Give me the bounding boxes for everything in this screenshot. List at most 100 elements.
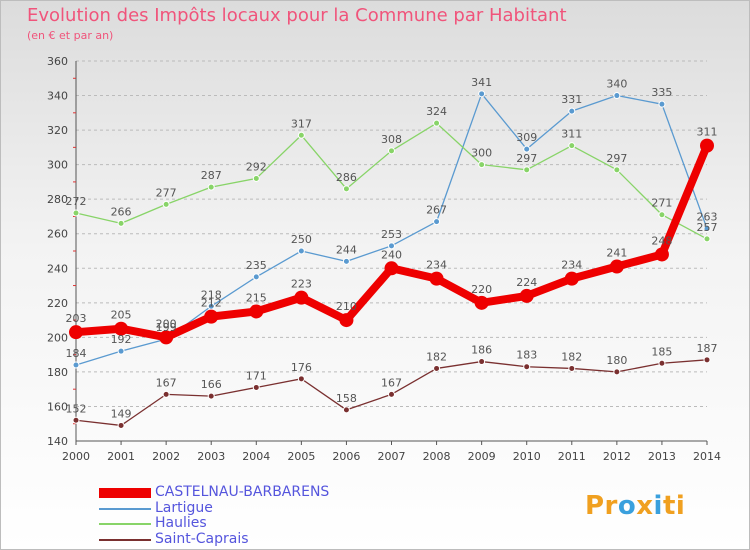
point-haulies-2003: [207, 183, 215, 191]
point-saint-caprais-2000: [72, 416, 80, 424]
data-label-saint-caprais-2013: 185: [651, 345, 672, 358]
x-tick-label-2008: 2008: [423, 450, 451, 463]
point-haulies-2011: [568, 142, 576, 150]
point-castelnau-barbarens-2009: [474, 295, 489, 310]
data-label-castelnau-barbarens-2004: 215: [246, 291, 267, 304]
legend-label-saint-caprais: Saint-Caprais: [155, 530, 249, 547]
x-tick-label-2014: 2014: [693, 450, 721, 463]
legend-swatch-saint-caprais: [99, 538, 151, 541]
data-label-lartigue-2010: 309: [516, 131, 537, 144]
y-tick-label-320: 320: [47, 124, 68, 137]
x-tick-label-2004: 2004: [242, 450, 270, 463]
point-lartigue-2007: [388, 242, 395, 250]
data-label-saint-caprais-2003: 166: [201, 378, 222, 391]
data-label-saint-caprais-2000: 152: [66, 402, 87, 415]
data-label-haulies-2009: 300: [471, 147, 492, 160]
data-label-saint-caprais-2012: 180: [606, 354, 627, 367]
x-tick-label-2006: 2006: [332, 450, 360, 463]
data-label-haulies-2014: 257: [697, 221, 718, 234]
point-lartigue-2012: [613, 92, 621, 100]
data-label-haulies-2005: 317: [291, 117, 312, 130]
point-saint-caprais-2011: [568, 364, 576, 372]
data-label-lartigue-2009: 341: [471, 76, 492, 89]
x-tick-label-2010: 2010: [513, 450, 541, 463]
point-castelnau-barbarens-2014: [700, 138, 714, 153]
data-label-castelnau-barbarens-2002: 200: [156, 317, 177, 330]
point-haulies-2012: [613, 166, 621, 174]
point-haulies-2010: [523, 166, 531, 174]
legend-label-haulies: Haulies: [155, 515, 207, 531]
data-label-castelnau-barbarens-2011: 234: [561, 259, 582, 272]
point-haulies-2005: [297, 131, 305, 139]
data-label-castelnau-barbarens-2009: 220: [471, 283, 492, 296]
data-label-haulies-2000: 272: [66, 195, 87, 208]
point-castelnau-barbarens-2010: [519, 288, 534, 303]
series-line-castelnau-barbarens: [72, 141, 711, 342]
data-label-lartigue-2000: 184: [66, 347, 87, 360]
data-label-saint-caprais-2007: 167: [381, 376, 402, 389]
point-saint-caprais-2012: [613, 368, 621, 376]
data-label-castelnau-barbarens-2006: 210: [336, 300, 357, 313]
data-label-castelnau-barbarens-2001: 205: [111, 309, 132, 322]
point-lartigue-2014: [703, 225, 711, 233]
data-label-haulies-2002: 277: [156, 186, 177, 199]
point-castelnau-barbarens-2008: [429, 271, 444, 286]
x-tick-label-2001: 2001: [107, 450, 135, 463]
data-label-haulies-2008: 324: [426, 105, 447, 118]
data-label-lartigue-2014: 263: [697, 211, 718, 224]
point-lartigue-2010: [523, 145, 531, 153]
point-saint-caprais-2007: [388, 390, 395, 398]
y-tick-label-160: 160: [47, 400, 68, 413]
point-castelnau-barbarens-2004: [249, 304, 264, 319]
legend-label-castelnau: CASTELNAU-BARBARENS: [155, 484, 330, 500]
data-label-lartigue-2003: 218: [201, 288, 222, 301]
data-label-lartigue-2008: 267: [426, 204, 447, 217]
point-haulies-2009: [478, 161, 486, 169]
data-label-haulies-2007: 308: [381, 133, 402, 146]
data-label-lartigue-2005: 250: [291, 233, 312, 246]
data-label-haulies-2012: 297: [606, 152, 627, 165]
point-haulies-2007: [388, 147, 395, 155]
point-castelnau-barbarens-2003: [204, 309, 219, 324]
point-saint-caprais-2002: [162, 390, 170, 398]
y-tick-label-180: 180: [47, 366, 68, 379]
point-saint-caprais-2009: [478, 358, 486, 366]
point-lartigue-2005: [297, 247, 305, 255]
data-label-saint-caprais-2009: 186: [471, 344, 492, 357]
point-saint-caprais-2008: [433, 364, 441, 372]
point-lartigue-2009: [478, 90, 486, 98]
data-label-lartigue-2001: 192: [111, 333, 132, 346]
point-castelnau-barbarens-2006: [339, 313, 354, 328]
point-castelnau-barbarens-2002: [159, 330, 174, 345]
x-tick-label-2002: 2002: [152, 450, 180, 463]
point-lartigue-2013: [658, 100, 666, 108]
data-label-saint-caprais-2002: 167: [156, 376, 177, 389]
point-haulies-2013: [658, 211, 666, 219]
data-label-haulies-2010: 297: [516, 152, 537, 165]
data-label-saint-caprais-2014: 187: [697, 342, 718, 355]
data-label-lartigue-2013: 335: [651, 86, 672, 99]
point-castelnau-barbarens-2013: [654, 247, 669, 262]
data-label-saint-caprais-2001: 149: [111, 407, 132, 420]
point-saint-caprais-2003: [207, 392, 215, 400]
data-label-lartigue-2011: 331: [561, 93, 582, 106]
legend-label-lartigue: Lartigue: [155, 499, 213, 516]
y-tick-label-240: 240: [47, 262, 68, 275]
data-label-saint-caprais-2010: 183: [516, 349, 537, 362]
data-label-haulies-2011: 311: [561, 128, 582, 141]
chart-subtitle: (en € et par an): [27, 29, 114, 42]
x-tick-label-2005: 2005: [287, 450, 315, 463]
point-lartigue-2001: [117, 347, 125, 355]
data-label-castelnau-barbarens-2008: 234: [426, 259, 447, 272]
point-haulies-2008: [433, 119, 441, 127]
data-label-castelnau-barbarens-2000: 203: [66, 312, 87, 325]
point-lartigue-2004: [252, 273, 260, 281]
y-tick-label-260: 260: [47, 228, 68, 241]
y-tick-label-280: 280: [47, 193, 68, 206]
point-haulies-2000: [72, 209, 80, 217]
data-label-haulies-2004: 292: [246, 160, 267, 173]
point-lartigue-2000: [72, 361, 80, 369]
y-tick-label-340: 340: [47, 90, 68, 103]
data-label-lartigue-2012: 340: [606, 78, 627, 91]
